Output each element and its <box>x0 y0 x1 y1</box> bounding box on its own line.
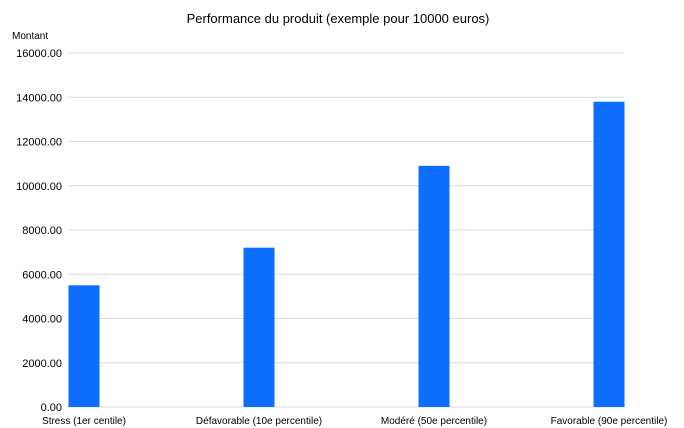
y-tick-label: 2000.00 <box>22 358 62 370</box>
bar <box>418 165 450 407</box>
y-tick-label: 0.00 <box>41 402 62 414</box>
y-tick-label: 12000.00 <box>16 137 62 149</box>
bars <box>68 101 625 408</box>
y-axis-label: Montant <box>12 31 48 42</box>
bar <box>243 247 275 407</box>
y-tick-label: 16000.00 <box>16 48 62 60</box>
gridlines <box>68 52 624 408</box>
x-tick-label: Modéré (50e percentile) <box>381 416 487 427</box>
bar <box>593 101 625 408</box>
x-tick-label: Stress (1er centile) <box>42 416 126 427</box>
y-axis-ticks: 0.00 2000.00 4000.00 6000.00 8000.00 10000.00… <box>16 48 62 414</box>
y-tick-label: 14000.00 <box>16 92 62 104</box>
y-tick-label: 6000.00 <box>22 269 62 281</box>
x-tick-label: Défavorable (10e percentile) <box>196 416 322 427</box>
y-tick-label: 10000.00 <box>16 181 62 193</box>
x-tick-label: Favorable (90e percentile) <box>551 416 668 427</box>
x-axis-ticks: Stress (1er centile) Défavorable (10e per… <box>42 416 667 427</box>
chart-title: Performance du produit (exemple pour 100… <box>187 11 490 26</box>
bar <box>68 285 100 407</box>
y-tick-label: 8000.00 <box>22 225 62 237</box>
y-tick-label: 4000.00 <box>22 314 62 326</box>
